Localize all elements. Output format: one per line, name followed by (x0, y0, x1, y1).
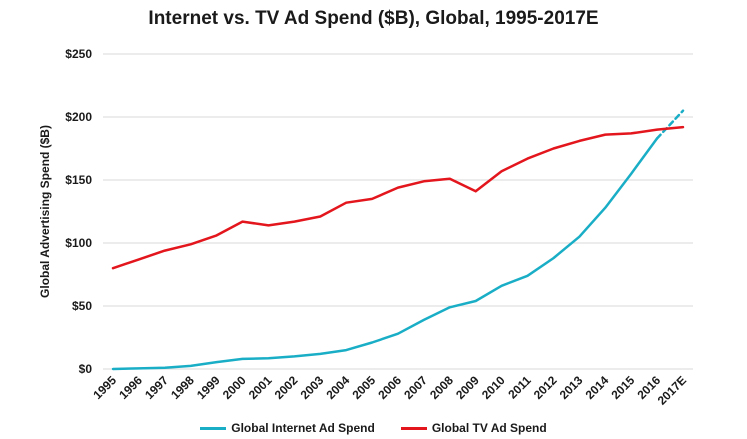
series-line-projected-0 (655, 109, 685, 140)
x-tick-label: 1999 (194, 373, 223, 402)
x-tick-label: 2001 (246, 373, 275, 402)
x-tick-label: 1998 (168, 373, 197, 402)
legend-label-internet: Global Internet Ad Spend (231, 421, 375, 435)
x-tick-label: 2005 (349, 373, 378, 402)
x-tick-label: 2003 (298, 373, 327, 402)
x-tick-label: 2017E (655, 373, 689, 407)
y-tick-label: $250 (65, 47, 92, 61)
legend: Global Internet Ad Spend Global TV Ad Sp… (0, 421, 747, 435)
x-tick-label: 2004 (324, 373, 353, 402)
x-tick-label: 2006 (375, 373, 404, 402)
series-line-1 (111, 125, 685, 270)
x-tick-label: 1995 (90, 373, 119, 402)
chart-title: Internet vs. TV Ad Spend ($B), Global, 1… (148, 8, 599, 29)
x-tick-label: 2007 (401, 373, 430, 402)
y-tick-label: $100 (65, 236, 92, 250)
y-axis-label: Global Advertising Spend ($B) (38, 125, 52, 298)
x-tick-label: 2013 (557, 373, 586, 402)
legend-item-tv: Global TV Ad Spend (400, 421, 547, 435)
x-tick-label: 2011 (505, 373, 534, 402)
legend-label-tv: Global TV Ad Spend (431, 421, 547, 435)
x-tick-label: 2008 (427, 373, 456, 402)
y-tick-label: $50 (72, 299, 92, 313)
x-tick-label: 2002 (272, 373, 301, 402)
x-tick-label: 2009 (453, 373, 482, 402)
series-line-0 (111, 137, 659, 371)
x-tick-label: 2015 (609, 373, 638, 402)
x-tick-label: 2000 (220, 373, 249, 402)
x-tick-label: 2014 (583, 373, 612, 402)
x-tick-label: 1996 (116, 373, 145, 402)
legend-swatch-tv (400, 426, 427, 430)
legend-item-internet: Global Internet Ad Spend (200, 421, 375, 435)
y-tick-label: $150 (65, 173, 92, 187)
x-tick-label: 1997 (142, 373, 171, 402)
y-tick-label: $0 (79, 362, 93, 376)
x-tick-label: 2012 (531, 373, 560, 402)
x-tick-label: 2010 (479, 373, 508, 402)
y-tick-label: $200 (65, 110, 92, 124)
legend-swatch-internet (200, 426, 227, 430)
